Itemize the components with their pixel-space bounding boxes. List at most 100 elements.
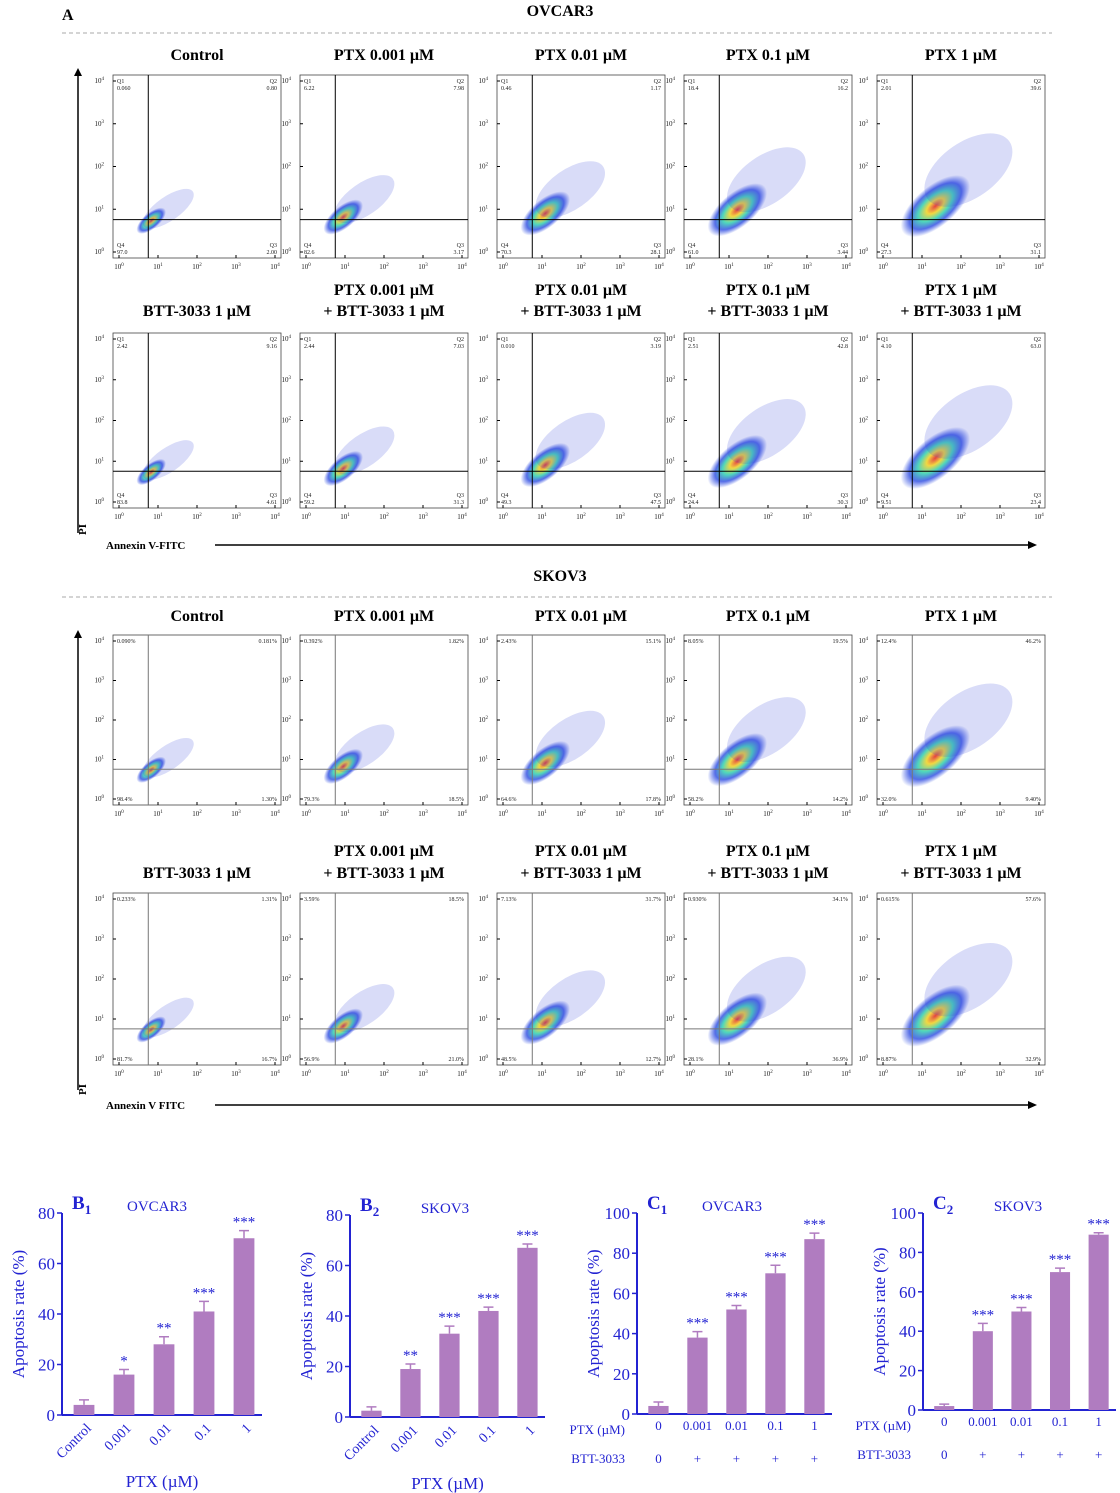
tick-base: 10 <box>724 263 732 271</box>
tick-base: 10 <box>841 1070 849 1078</box>
arrow-head <box>74 630 82 638</box>
y-tick-label: 102 <box>95 716 105 724</box>
tick-exponent: 3 <box>1002 1070 1005 1075</box>
quadrant-value: 7.13% <box>501 897 517 903</box>
panel-title: PTX 0.01 µM <box>535 282 627 299</box>
tick-base: 10 <box>654 263 662 271</box>
tick-base: 10 <box>192 263 200 271</box>
x-tick-label: 101 <box>537 1070 547 1078</box>
x-tick-label: 103 <box>418 810 428 818</box>
tick-exponent: 2 <box>770 1070 773 1075</box>
error-bar <box>1016 1306 1027 1312</box>
tick-exponent: 4 <box>277 263 280 268</box>
x-tick-label: 101 <box>917 513 927 521</box>
tick-base: 10 <box>802 513 810 521</box>
quadrant-value: 24.4 <box>688 500 699 506</box>
tick-base: 10 <box>95 457 103 465</box>
tick-exponent: 3 <box>425 263 428 268</box>
x-tick-label: 103 <box>231 513 241 521</box>
quadrant-value: 2.01 <box>881 86 892 92</box>
y-tick-label: 101 <box>95 1015 105 1023</box>
x-tick-label: 103 <box>995 810 1005 818</box>
y-tick-label: 104 <box>95 77 105 85</box>
panel-title: PTX 1 µM <box>925 843 997 860</box>
tick-base: 10 <box>282 637 290 645</box>
error-bar <box>809 1232 820 1240</box>
quadrant-value: 16.7% <box>262 1057 278 1063</box>
y-tick-label: 101 <box>95 756 105 764</box>
tick-exponent: 2 <box>866 163 869 168</box>
y-tick-label: 103 <box>282 120 292 128</box>
y-tick-label: 102 <box>282 975 292 983</box>
tick-base: 10 <box>282 417 290 425</box>
bar <box>934 1406 955 1410</box>
tick-exponent: 0 <box>102 795 105 800</box>
y-tick-label: 100 <box>859 1055 869 1063</box>
x-tick-label: 101 <box>917 263 927 271</box>
tick-exponent: 3 <box>289 376 292 381</box>
bar <box>648 1405 669 1414</box>
tick-base: 10 <box>666 895 674 903</box>
tick-exponent: 0 <box>289 498 292 503</box>
tick-base: 10 <box>654 810 662 818</box>
tick-base: 10 <box>685 513 693 521</box>
tick-exponent: 2 <box>289 163 292 168</box>
tick-base: 10 <box>666 756 674 764</box>
x-tick-label: 0.001 <box>102 1421 135 1454</box>
x-tick-label: 101 <box>917 1070 927 1078</box>
x-tick-label: 102 <box>576 263 586 271</box>
quadrant-value: 59.2 <box>304 500 315 506</box>
tick-exponent: 3 <box>102 120 105 125</box>
density-scatter <box>924 683 1013 757</box>
tick-base: 10 <box>685 263 693 271</box>
tick-exponent: 1 <box>486 205 489 210</box>
row2-label: + <box>772 1451 779 1466</box>
y-tick-label: 103 <box>859 677 869 685</box>
tick-exponent: 3 <box>809 810 812 815</box>
x-tick-label: 102 <box>379 810 389 818</box>
x-tick-label: 100 <box>685 513 695 521</box>
x-tick-label: 1 <box>811 1418 818 1433</box>
tick-base: 10 <box>192 1070 200 1078</box>
y-axis-label: PI <box>77 524 89 535</box>
density-cloud <box>520 740 571 786</box>
panel-label: B1 <box>72 1193 91 1217</box>
row2-label: 0 <box>655 1451 662 1466</box>
tick-base: 10 <box>301 1070 309 1078</box>
y-tick-label: 102 <box>666 163 676 171</box>
tick-base: 10 <box>859 795 867 803</box>
tick-exponent: 1 <box>544 1070 547 1075</box>
y-tick-label: 104 <box>282 77 292 85</box>
tick-base: 10 <box>859 335 867 343</box>
tick-base: 10 <box>479 120 487 128</box>
tick-base: 10 <box>282 756 290 764</box>
tick-base: 10 <box>859 120 867 128</box>
quadrant-value: 7.03 <box>454 344 465 350</box>
y-tick-label: 20 <box>613 1365 630 1384</box>
tick-exponent: 2 <box>102 417 105 422</box>
tick-exponent: 0 <box>121 263 124 268</box>
tick-exponent: 3 <box>673 677 676 682</box>
tick-exponent: 3 <box>809 513 812 518</box>
y-tick-label: 100 <box>666 498 676 506</box>
x-tick-label: 103 <box>802 810 812 818</box>
x-tick-label: 103 <box>615 810 625 818</box>
tick-base: 10 <box>666 677 674 685</box>
y-tick-label: 0 <box>47 1406 56 1425</box>
quadrant-value: 97.0 <box>117 250 128 256</box>
panel-title: PTX 1 µM <box>925 47 997 64</box>
quadrant-name: Q4 <box>501 243 508 249</box>
tick-base: 10 <box>379 1070 387 1078</box>
significance-marker: *** <box>972 1307 995 1323</box>
tick-base: 10 <box>763 810 771 818</box>
tick-exponent: 3 <box>425 1070 428 1075</box>
x-tick-label: 100 <box>301 1070 311 1078</box>
quadrant-value: 64.6% <box>501 797 517 803</box>
x-tick-label: 103 <box>418 263 428 271</box>
x-tick-label: 101 <box>724 810 734 818</box>
tick-exponent: 3 <box>486 120 489 125</box>
tick-base: 10 <box>479 637 487 645</box>
tick-exponent: 4 <box>102 77 105 82</box>
tick-exponent: 4 <box>102 637 105 642</box>
tick-exponent: 1 <box>924 513 927 518</box>
